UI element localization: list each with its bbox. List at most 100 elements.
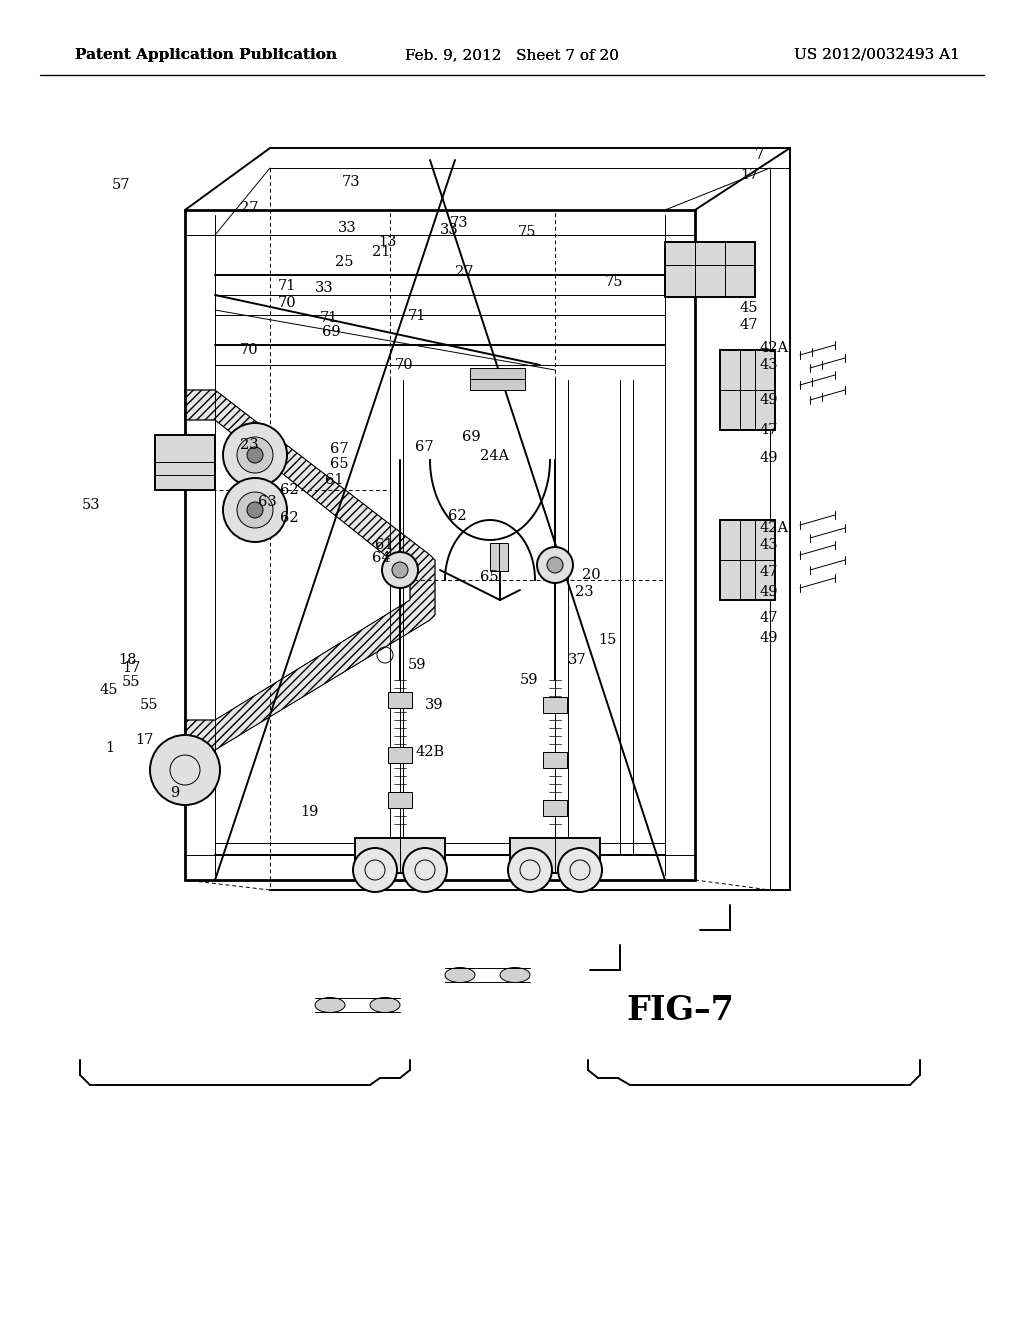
Polygon shape [185, 389, 435, 750]
Text: 15: 15 [598, 634, 616, 647]
Bar [720, 350, 775, 430]
Text: 17: 17 [740, 168, 759, 182]
Text: 67: 67 [330, 442, 348, 455]
Bar [665, 242, 755, 297]
Circle shape [247, 447, 263, 463]
Text: 9: 9 [170, 785, 179, 800]
Bar [720, 520, 775, 601]
Text: 18: 18 [118, 653, 136, 667]
Text: 1: 1 [105, 741, 114, 755]
Text: 49: 49 [760, 451, 778, 465]
Text: 53: 53 [82, 498, 100, 512]
Text: 42A: 42A [760, 341, 790, 355]
Text: 23: 23 [575, 585, 594, 599]
Text: 43: 43 [760, 539, 778, 552]
Circle shape [537, 546, 573, 583]
Circle shape [508, 847, 552, 892]
Text: 19: 19 [300, 805, 318, 818]
Circle shape [237, 437, 273, 473]
Circle shape [237, 492, 273, 528]
Circle shape [547, 557, 563, 573]
Text: FIG–7: FIG–7 [626, 994, 734, 1027]
Text: 47: 47 [760, 565, 778, 579]
Text: Feb. 9, 2012   Sheet 7 of 20: Feb. 9, 2012 Sheet 7 of 20 [406, 48, 618, 62]
Text: 65: 65 [480, 570, 499, 583]
Text: 69: 69 [462, 430, 480, 444]
Text: 65: 65 [330, 457, 348, 471]
Bar [543, 697, 567, 713]
Text: 33: 33 [338, 220, 356, 235]
Text: 39: 39 [425, 698, 443, 711]
Text: 55: 55 [140, 698, 159, 711]
Text: 27: 27 [240, 201, 258, 215]
Text: 13: 13 [378, 235, 396, 249]
Text: 33: 33 [315, 281, 334, 294]
Text: Feb. 9, 2012   Sheet 7 of 20: Feb. 9, 2012 Sheet 7 of 20 [406, 48, 618, 62]
Text: US 2012/0032493 A1: US 2012/0032493 A1 [795, 48, 961, 62]
Circle shape [403, 847, 447, 892]
Text: 59: 59 [520, 673, 539, 686]
Text: 73: 73 [450, 216, 469, 230]
Text: 63: 63 [258, 495, 276, 510]
Bar [388, 792, 412, 808]
Text: 17: 17 [122, 661, 140, 675]
Text: 61: 61 [375, 539, 393, 552]
Circle shape [382, 552, 418, 587]
Text: 55: 55 [122, 675, 140, 689]
Text: 71: 71 [408, 309, 426, 323]
Text: 59: 59 [408, 657, 427, 672]
Bar [355, 838, 445, 873]
Text: 25: 25 [335, 255, 353, 269]
Text: 49: 49 [760, 631, 778, 645]
Text: 75: 75 [605, 275, 624, 289]
Circle shape [247, 502, 263, 517]
Bar [155, 436, 215, 490]
Text: 47: 47 [760, 611, 778, 624]
Text: 70: 70 [395, 358, 414, 372]
Text: 23: 23 [240, 438, 259, 451]
Circle shape [392, 562, 408, 578]
Text: 45: 45 [100, 682, 119, 697]
Text: US 2012/0032493 A1: US 2012/0032493 A1 [795, 48, 961, 62]
Bar [388, 692, 412, 708]
Text: 61: 61 [325, 473, 343, 487]
Text: 62: 62 [280, 483, 299, 498]
Text: Patent Application Publication: Patent Application Publication [75, 48, 337, 62]
Text: 17: 17 [135, 733, 154, 747]
Circle shape [223, 422, 287, 487]
Circle shape [558, 847, 602, 892]
Text: 71: 71 [319, 312, 338, 325]
Bar [470, 368, 525, 389]
Ellipse shape [315, 998, 345, 1012]
Circle shape [353, 847, 397, 892]
Text: 69: 69 [322, 325, 341, 339]
Circle shape [223, 478, 287, 543]
Bar [510, 838, 600, 873]
Text: 47: 47 [740, 318, 759, 333]
Text: 27: 27 [455, 265, 473, 279]
Text: 62: 62 [449, 510, 467, 523]
Text: 70: 70 [278, 296, 297, 310]
Text: 70: 70 [240, 343, 259, 356]
Bar [543, 752, 567, 768]
Text: 21: 21 [372, 246, 390, 259]
Text: Patent Application Publication: Patent Application Publication [75, 48, 337, 62]
Bar [388, 747, 412, 763]
Text: 64: 64 [372, 550, 390, 565]
Text: 37: 37 [568, 653, 587, 667]
Text: 33: 33 [440, 223, 459, 238]
Text: 45: 45 [740, 301, 759, 315]
Text: 49: 49 [760, 393, 778, 407]
Bar [543, 800, 567, 816]
Bar [490, 543, 508, 572]
Ellipse shape [500, 968, 530, 982]
Text: 57: 57 [112, 178, 130, 191]
Text: 67: 67 [415, 440, 433, 454]
Text: 43: 43 [760, 358, 778, 372]
Circle shape [150, 735, 220, 805]
Text: 62: 62 [280, 511, 299, 525]
Ellipse shape [445, 968, 475, 982]
Text: 7: 7 [755, 148, 764, 162]
Text: 24A: 24A [480, 449, 509, 463]
Text: 42A: 42A [760, 521, 790, 535]
